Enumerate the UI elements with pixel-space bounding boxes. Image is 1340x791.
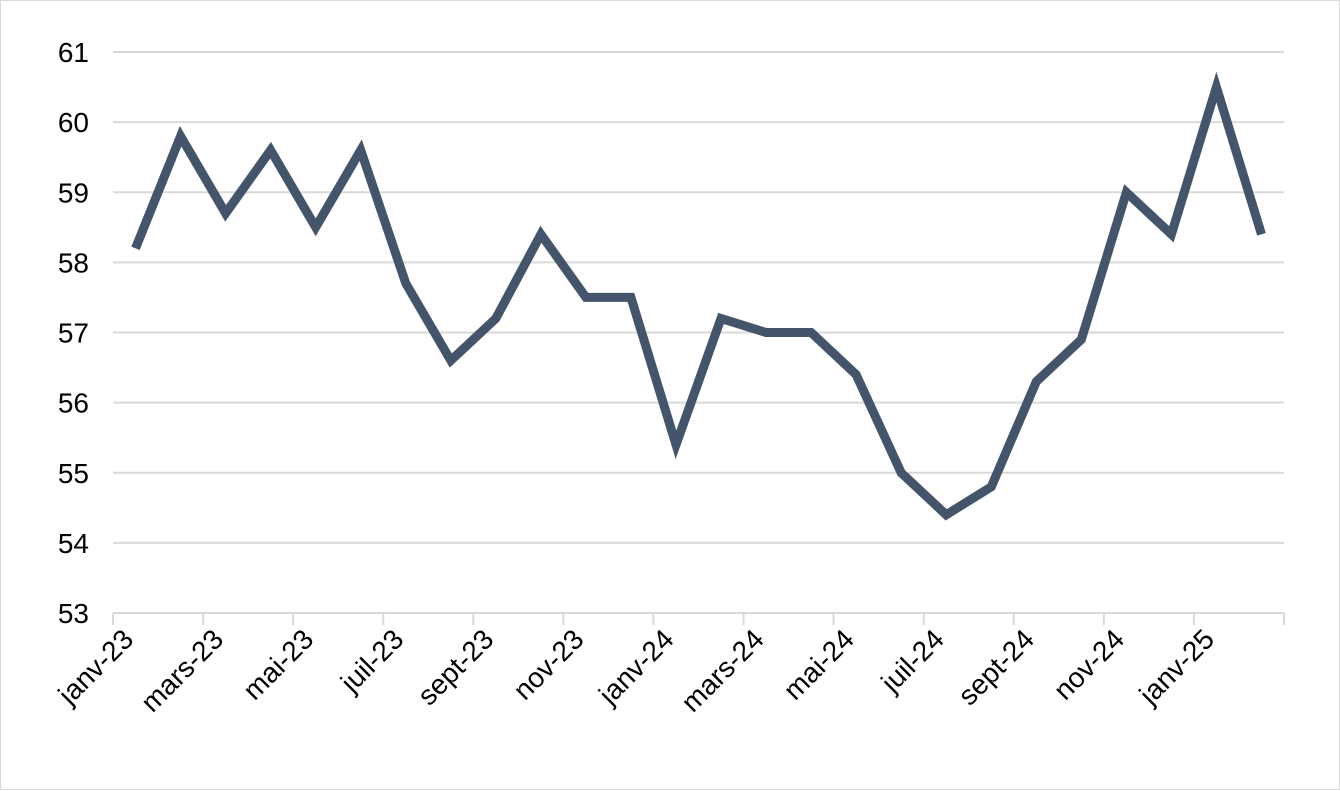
y-tick-label: 53 [58,598,89,629]
x-tick-label: mai-24 [777,623,859,705]
x-tick-label: mars-24 [675,623,770,718]
x-tick-label: janv-25 [1133,623,1221,711]
x-tick-label: nov-24 [1048,623,1130,705]
x-tick-label: nov-23 [507,623,589,705]
y-tick-label: 55 [58,458,89,489]
x-tick-label: janv-24 [592,623,680,711]
y-tick-label: 60 [58,107,89,138]
x-tick-label: sept-24 [952,623,1040,711]
y-tick-label: 57 [58,318,89,349]
series-line-0 [136,87,1262,515]
x-axis [113,613,1284,625]
y-tick-label: 54 [58,528,89,559]
series-layer [135,87,1261,515]
x-tick-label: janv-23 [52,623,140,711]
y-tick-label: 59 [58,177,89,208]
x-tick-label: juil-23 [334,623,409,698]
x-tick-label: juil-24 [874,623,949,698]
gridlines [113,52,1284,543]
x-tick-label: mai-23 [237,623,319,705]
y-tick-label: 58 [58,247,89,278]
y-axis-tick-labels: 53 54 55 56 57 58 59 60 61 [58,37,89,629]
x-tick-label: mars-23 [135,623,230,718]
y-tick-label: 61 [58,37,89,68]
x-tick-label: sept-23 [412,623,500,711]
y-tick-label: 56 [58,388,89,419]
